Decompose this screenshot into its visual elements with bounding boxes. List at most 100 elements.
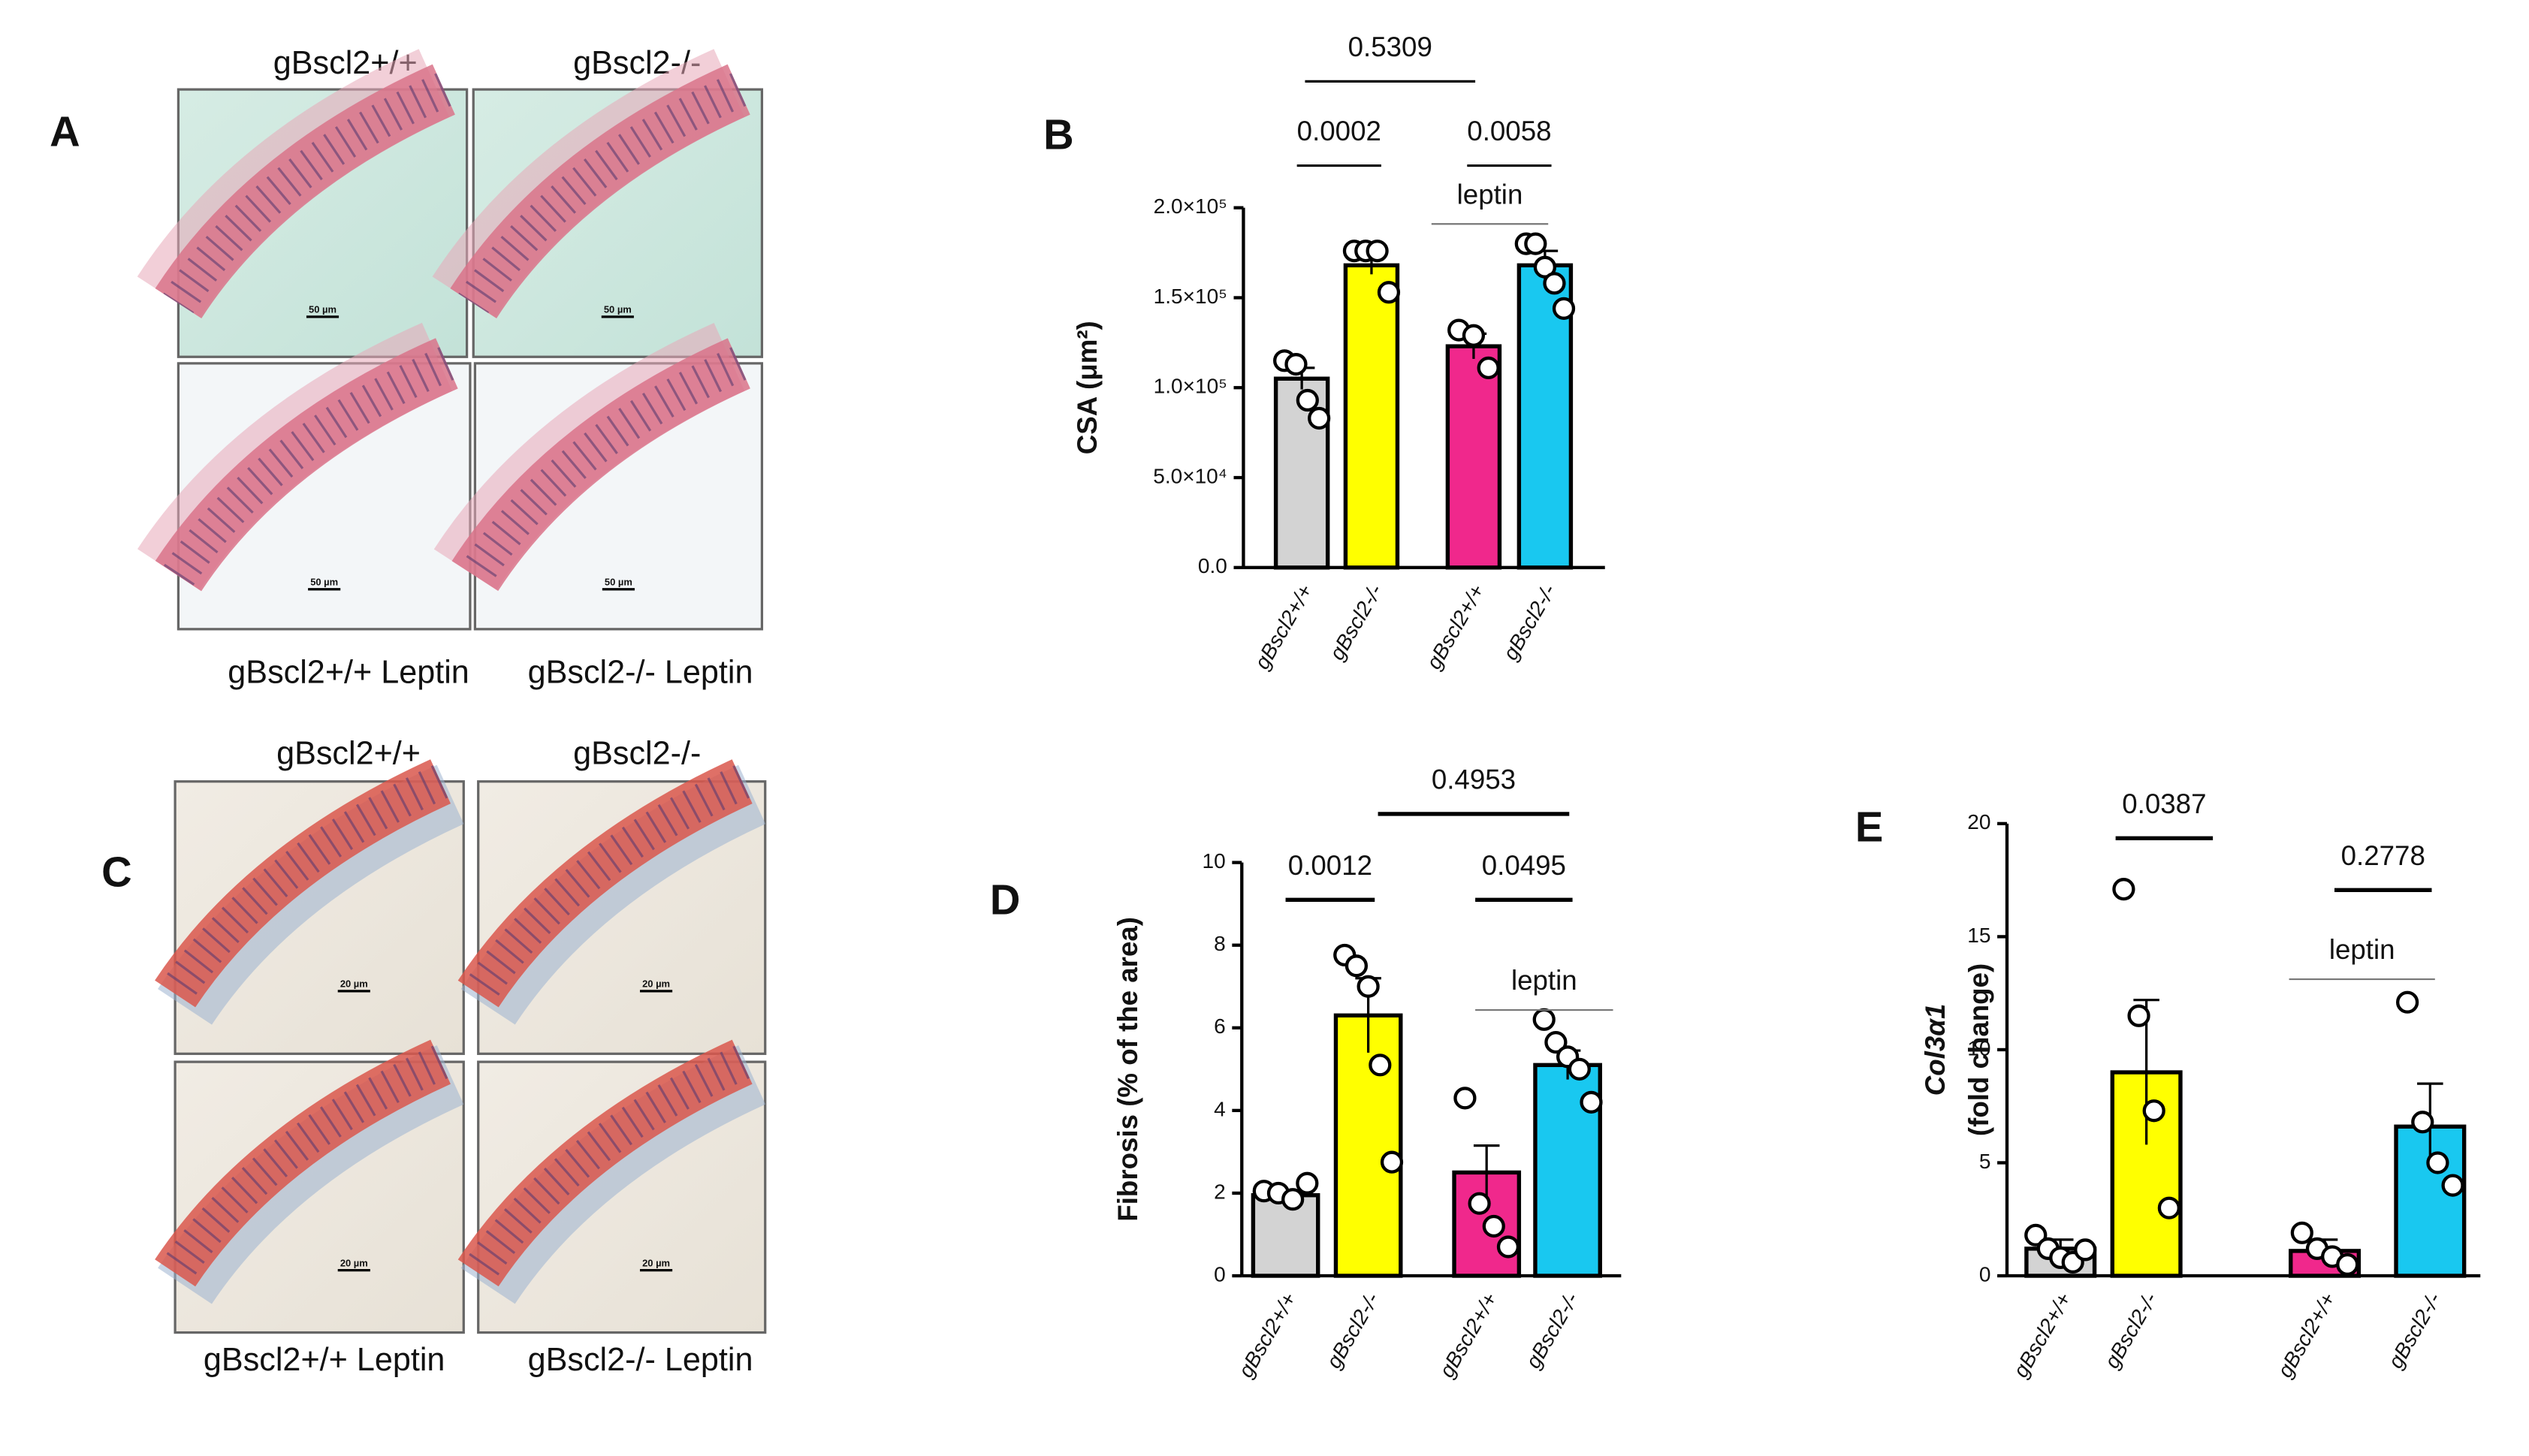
vessel-nuclei — [163, 347, 454, 586]
vessel-wall — [155, 1039, 451, 1287]
column-label: gBscl2-/- — [573, 736, 701, 772]
y-tick-label: 5.0×10⁴ — [1153, 464, 1227, 487]
micrograph: 20 µm — [457, 759, 767, 1055]
vessel-wall — [450, 64, 750, 319]
micrograph: 20 µm — [155, 1039, 465, 1334]
group-label: leptin — [2329, 934, 2395, 965]
p-value: 0.0058 — [1467, 116, 1551, 146]
panel-letter: D — [990, 876, 1021, 923]
bar — [1445, 344, 1502, 570]
data-point — [1568, 1057, 1591, 1081]
micrograph: 20 µm — [457, 1039, 767, 1334]
column-label: gBscl2+/+ — [276, 736, 421, 772]
data-point — [1377, 281, 1401, 304]
p-value: 0.0002 — [1297, 116, 1381, 146]
x-tick-label: gBscl2-/- — [2383, 1289, 2445, 1372]
p-value: 0.0495 — [1482, 850, 1566, 881]
y-axis-label: (fold change) — [1963, 963, 1994, 1136]
micrograph: 50 µm — [137, 49, 469, 358]
micrograph: 50 µm — [433, 322, 764, 631]
x-tick-label: gBscl2-/- — [1521, 1289, 1583, 1372]
caption: gBscl2-/- Leptin — [528, 1342, 753, 1378]
panel-letter: B — [1043, 111, 1074, 158]
y-tick-label: 10 — [1202, 849, 1225, 873]
error-bar — [1473, 1144, 1500, 1200]
bar — [2110, 1070, 2183, 1278]
y-tick-label: 0.0 — [1198, 554, 1227, 577]
data-point — [1533, 255, 1556, 279]
y-axis-label: Fibrosis (% of the area) — [1112, 917, 1143, 1222]
scale-bar-label: 50 µm — [605, 577, 632, 588]
data-point — [1284, 352, 1308, 376]
data-point — [1380, 1150, 1404, 1174]
p-value: 0.0012 — [1288, 850, 1372, 881]
bar — [1343, 263, 1400, 570]
data-point — [2336, 1253, 2359, 1277]
data-point — [2112, 878, 2135, 901]
x-tick-label: gBscl2-/- — [1322, 1289, 1384, 1372]
data-point — [1477, 356, 1500, 380]
data-point — [1296, 1171, 1319, 1195]
y-tick-label: 1.5×10⁵ — [1154, 285, 1227, 308]
caption: gBscl2+/+ Leptin — [228, 655, 469, 691]
bar — [1333, 1013, 1403, 1278]
y-tick-label: 2.0×10⁵ — [1154, 194, 1227, 218]
data-point — [1344, 954, 1369, 978]
x-tick-label: gBscl2-/- — [2100, 1289, 2162, 1372]
micrograph: 50 µm — [432, 49, 764, 358]
data-point — [1468, 1192, 1491, 1215]
scale-bar-label: 20 µm — [642, 978, 670, 990]
x-tick-label: gBscl2+/+ — [1435, 1289, 1501, 1382]
data-point — [2290, 1221, 2313, 1244]
scale-bar-label: 50 µm — [310, 577, 338, 588]
y-tick-label: 8 — [1214, 932, 1226, 955]
data-point — [2396, 990, 2419, 1014]
y-tick-label: 20 — [1967, 810, 1990, 834]
data-point — [1482, 1214, 1505, 1238]
y-tick-label: 15 — [1967, 924, 1990, 947]
micrograph: 20 µm — [155, 759, 465, 1055]
x-tick-label: gBscl2+/+ — [1422, 580, 1489, 674]
vessel-nuclei — [460, 347, 747, 586]
data-point — [1453, 1087, 1477, 1110]
x-tick-label: gBscl2+/+ — [1234, 1289, 1301, 1382]
data-point — [1281, 1188, 1305, 1211]
vessel-wall — [457, 759, 753, 1008]
scale-bar-label: 20 µm — [340, 978, 368, 990]
caption: gBscl2+/+ Leptin — [204, 1342, 445, 1378]
vessel-wall — [155, 64, 455, 319]
panel-letter: E — [1855, 803, 1883, 850]
y-tick-label: 0 — [1979, 1262, 1991, 1286]
bar — [1516, 263, 1574, 570]
micrograph: 50 µm — [137, 322, 472, 631]
scale-bar-label: 20 µm — [340, 1257, 368, 1268]
y-tick-label: 2 — [1214, 1180, 1226, 1203]
y-axis-label: CSA (μm²) — [1072, 321, 1103, 454]
panel-letter: C — [101, 849, 132, 896]
p-value: 0.0387 — [2122, 788, 2206, 819]
y-tick-label: 1.0×10⁵ — [1154, 375, 1227, 398]
vessel-nuclei — [463, 1045, 750, 1283]
data-point — [2142, 1099, 2165, 1123]
data-point — [2024, 1223, 2048, 1246]
data-point — [2074, 1238, 2097, 1262]
p-value: 0.2778 — [2341, 840, 2425, 871]
data-point — [1496, 1235, 1520, 1259]
data-point — [1308, 406, 1331, 430]
data-point — [1580, 1090, 1603, 1114]
data-point — [2411, 1111, 2434, 1134]
data-point — [1543, 272, 1566, 295]
data-point — [2127, 1004, 2150, 1027]
y-axis-label: Col3α1 — [1920, 1004, 1951, 1096]
data-point — [2157, 1196, 2180, 1219]
group-label: leptin — [1511, 965, 1577, 996]
panel-letter: A — [50, 107, 80, 155]
vessel-wall — [155, 759, 451, 1008]
data-point — [1357, 975, 1380, 998]
y-tick-label: 10 — [1967, 1036, 1990, 1060]
x-tick-label: gBscl2-/- — [1498, 580, 1560, 664]
y-tick-label: 4 — [1214, 1097, 1226, 1120]
x-tick-label: gBscl2+/+ — [2273, 1289, 2340, 1382]
data-point — [1369, 1054, 1392, 1077]
